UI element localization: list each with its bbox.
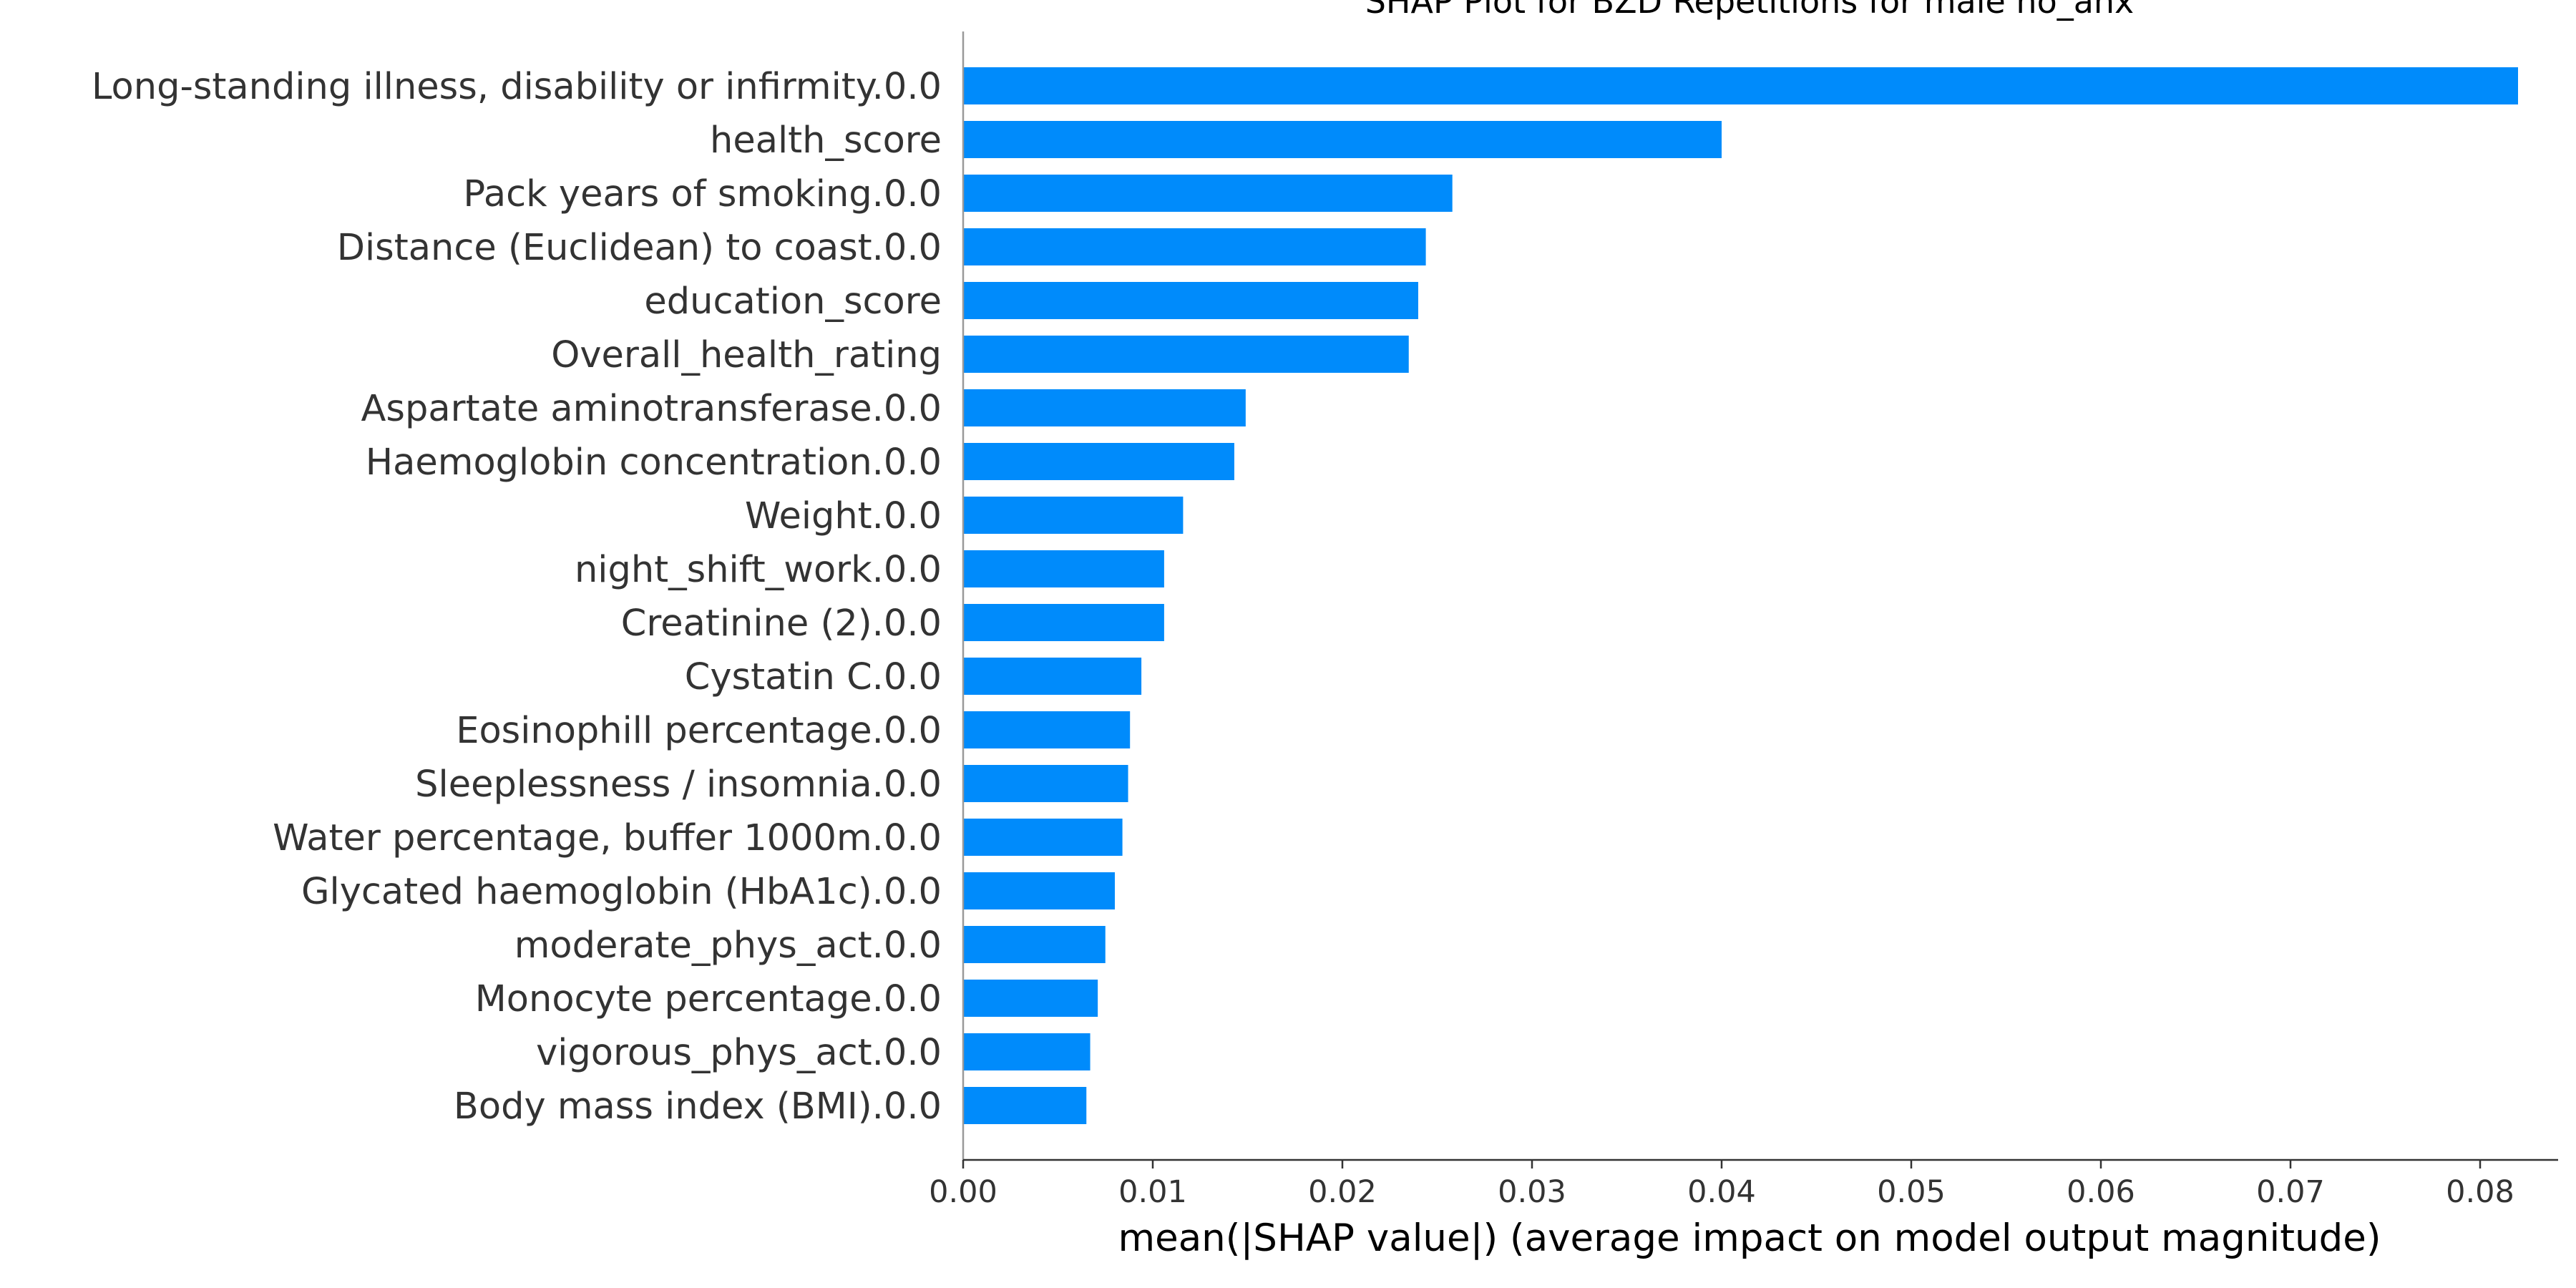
category-label: Cystatin C.0.0	[685, 656, 942, 698]
bar	[963, 872, 1115, 909]
category-label: Water percentage, buffer 1000m.0.0	[273, 817, 942, 859]
category-label: Glycated haemoglobin (HbA1c).0.0	[301, 871, 942, 913]
bar	[963, 443, 1234, 480]
category-label: Monocyte percentage.0.0	[475, 978, 942, 1020]
x-tick-label: 0.02	[1308, 1174, 1377, 1210]
bar	[963, 711, 1131, 748]
category-label: Creatinine (2).0.0	[621, 602, 942, 645]
category-label: Sleeplessness / insomnia.0.0	[415, 763, 942, 806]
bar	[963, 658, 1142, 695]
category-label: Weight.0.0	[745, 495, 942, 537]
category-label: moderate_phys_act.0.0	[514, 924, 942, 967]
bar	[963, 282, 1418, 319]
bar	[963, 389, 1246, 426]
x-tick-label: 0.07	[2256, 1174, 2325, 1210]
x-axis-label: mean(|SHAP value|) (average impact on mo…	[1118, 1216, 2381, 1260]
x-tick-label: 0.00	[929, 1174, 997, 1210]
x-tick-label: 0.05	[1877, 1174, 1946, 1210]
bars-group	[963, 67, 2518, 1124]
bar	[963, 121, 1722, 158]
bar	[963, 980, 1098, 1017]
x-axis-ticks: 0.00 0.01 0.02 0.03 0.04 0.05 0.06 0.07 0.08	[929, 1160, 2514, 1210]
category-label: education_score	[644, 280, 942, 323]
bar	[963, 1033, 1091, 1070]
bar	[963, 604, 1164, 641]
category-label: health_score	[710, 119, 942, 162]
category-label: Distance (Euclidean) to coast.0.0	[337, 227, 942, 269]
x-tick-label: 0.04	[1687, 1174, 1756, 1210]
category-label: Aspartate aminotransferase.0.0	[361, 388, 942, 430]
bar	[963, 67, 2518, 104]
category-label: Pack years of smoking.0.0	[463, 173, 942, 215]
bar	[963, 1087, 1087, 1124]
x-tick-label: 0.06	[2067, 1174, 2135, 1210]
category-label: Long-standing illness, disability or inf…	[92, 66, 942, 108]
category-label: night_shift_work.0.0	[575, 549, 942, 591]
chart-title: SHAP Plot for BZD Repetitions for male n…	[1365, 0, 2135, 21]
category-label: Body mass index (BMI).0.0	[454, 1085, 942, 1128]
bar	[963, 497, 1184, 534]
category-label: Overall_health_rating	[551, 334, 942, 376]
x-tick-label: 0.03	[1498, 1174, 1566, 1210]
bar	[963, 926, 1106, 963]
bar	[963, 336, 1409, 373]
bar	[963, 228, 1426, 265]
x-tick-label: 0.01	[1118, 1174, 1187, 1210]
bar	[963, 550, 1164, 587]
bar	[963, 819, 1123, 856]
category-labels: Long-standing illness, disability or inf…	[92, 66, 942, 1128]
category-label: Haemoglobin concentration.0.0	[366, 441, 942, 484]
x-tick-label: 0.08	[2446, 1174, 2514, 1210]
bar	[963, 765, 1128, 802]
category-label: vigorous_phys_act.0.0	[536, 1032, 942, 1074]
category-label: Eosinophill percentage.0.0	[456, 710, 942, 752]
bar	[963, 175, 1453, 212]
